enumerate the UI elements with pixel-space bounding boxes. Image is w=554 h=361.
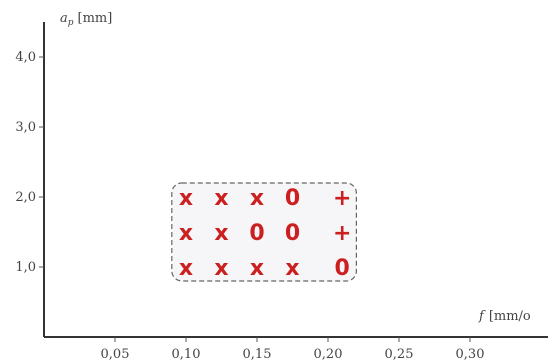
marks-layer: x x x 0 +x x 0 0 +x x x x 0 bbox=[179, 186, 352, 281]
mark-x: x bbox=[285, 256, 299, 281]
mark-x: x bbox=[250, 186, 264, 211]
mark-x: x bbox=[179, 256, 193, 281]
mark-zero: 0 bbox=[335, 256, 350, 281]
x-tick-label: 0,15 bbox=[243, 347, 272, 361]
mark-x: x bbox=[179, 186, 193, 211]
x-tick-label: 0,20 bbox=[314, 347, 343, 361]
mark-zero: 0 bbox=[249, 221, 264, 246]
mark-plus: + bbox=[333, 221, 351, 246]
y-axis-unit: [mm] bbox=[78, 11, 113, 26]
y-axis-subscript: p bbox=[68, 18, 74, 28]
region-layer bbox=[171, 182, 358, 282]
mark-x: x bbox=[179, 221, 193, 246]
axis-titles: ap [mm] f [mm/o bbox=[60, 11, 531, 324]
region-box bbox=[171, 182, 358, 282]
y-tick-label: 3,0 bbox=[15, 120, 36, 135]
x-tick-label: 0,10 bbox=[172, 347, 201, 361]
axes bbox=[43, 22, 548, 338]
y-axis-symbol: a bbox=[60, 11, 68, 26]
ticks-layer: 0,05 0,10 0,15 0,20 0,25 0,30 1,0 2,0 3,0 4,0 bbox=[15, 50, 484, 361]
y-tick-label: 1,0 bbox=[15, 260, 36, 275]
mark-zero: 0 bbox=[285, 221, 300, 246]
mark-x: x bbox=[214, 256, 228, 281]
mark-plus: + bbox=[333, 186, 351, 211]
x-tick-label: 0,05 bbox=[101, 347, 130, 361]
x-axis-unit: [mm/o bbox=[489, 309, 531, 324]
x-tick-label: 0,25 bbox=[385, 347, 414, 361]
mark-x: x bbox=[214, 221, 228, 246]
y-tick-label: 4,0 bbox=[15, 50, 36, 65]
x-tick-label: 0,30 bbox=[456, 347, 485, 361]
x-axis-title: f [mm/o bbox=[478, 309, 531, 324]
x-axis-symbol: f bbox=[478, 309, 486, 324]
y-tick-label: 2,0 bbox=[15, 190, 36, 205]
y-axis-title: ap [mm] bbox=[60, 11, 112, 28]
mark-zero: 0 bbox=[285, 186, 300, 211]
mark-x: x bbox=[250, 256, 264, 281]
mark-x: x bbox=[214, 186, 228, 211]
